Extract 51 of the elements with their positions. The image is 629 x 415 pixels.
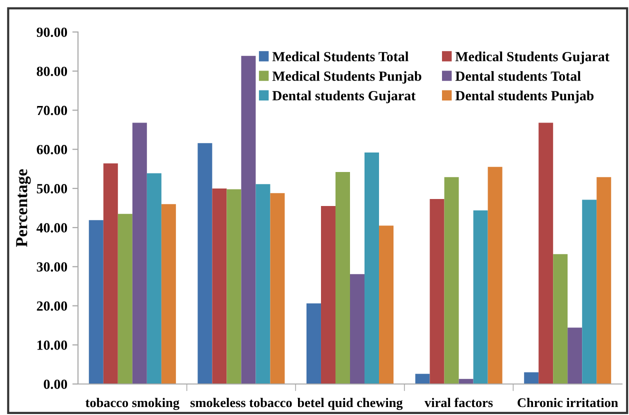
y-tick-label: 90.00 xyxy=(36,28,68,38)
x-tick-label: betel quid chewing xyxy=(297,398,403,410)
bar xyxy=(118,214,132,384)
y-tick-label: 80.00 xyxy=(36,66,68,76)
bar xyxy=(473,210,488,384)
y-tick-label: 30.00 xyxy=(36,262,68,272)
bar xyxy=(212,188,227,384)
bar xyxy=(538,122,554,384)
legend-label: Dental students Gujarat xyxy=(272,90,416,104)
bar xyxy=(444,177,459,384)
bar xyxy=(146,173,162,384)
bar xyxy=(582,200,597,384)
bar xyxy=(320,206,336,384)
x-tick-label: tobacco smoking xyxy=(86,398,180,410)
x-tick-label: smokeless tobacco xyxy=(190,398,292,408)
x-tick-label: Chronic irritation xyxy=(518,398,618,408)
bar xyxy=(306,303,321,384)
bar xyxy=(132,122,147,384)
legend-label: Medical Students Total xyxy=(272,52,409,62)
bar xyxy=(415,374,430,384)
y-tick-label: 40.00 xyxy=(36,223,68,233)
bar xyxy=(198,143,212,384)
y-tick-label: 70.00 xyxy=(37,106,68,116)
bar xyxy=(241,56,256,384)
legend-label: Dental students Punjab xyxy=(455,90,594,104)
bar xyxy=(256,184,270,384)
y-tick-label: 20.00 xyxy=(36,301,68,311)
y-tick-label: 60.00 xyxy=(36,144,68,154)
bar xyxy=(596,177,612,384)
bar xyxy=(226,189,242,384)
bar xyxy=(350,274,365,384)
bar xyxy=(488,166,502,384)
bar xyxy=(335,172,350,384)
bar xyxy=(88,220,104,384)
bar xyxy=(379,226,394,384)
y-axis-title: Percentage xyxy=(16,169,31,247)
y-tick-label: 10.00 xyxy=(37,340,68,350)
x-tick-label: viral factors xyxy=(424,398,493,408)
legend-label: Medical Students Punjab xyxy=(272,71,422,84)
bar xyxy=(364,152,380,384)
bar xyxy=(524,372,539,384)
y-tick-label: 50.00 xyxy=(36,184,68,194)
bar xyxy=(568,328,582,384)
bar xyxy=(103,163,118,384)
legend-label: Dental students Total xyxy=(455,71,581,81)
bar xyxy=(430,199,444,384)
bar xyxy=(553,254,568,384)
y-tick-label: 0.00 xyxy=(44,380,68,390)
legend-label: Medical Students Gujarat xyxy=(455,52,610,64)
bar xyxy=(270,193,285,384)
bar xyxy=(161,204,176,384)
